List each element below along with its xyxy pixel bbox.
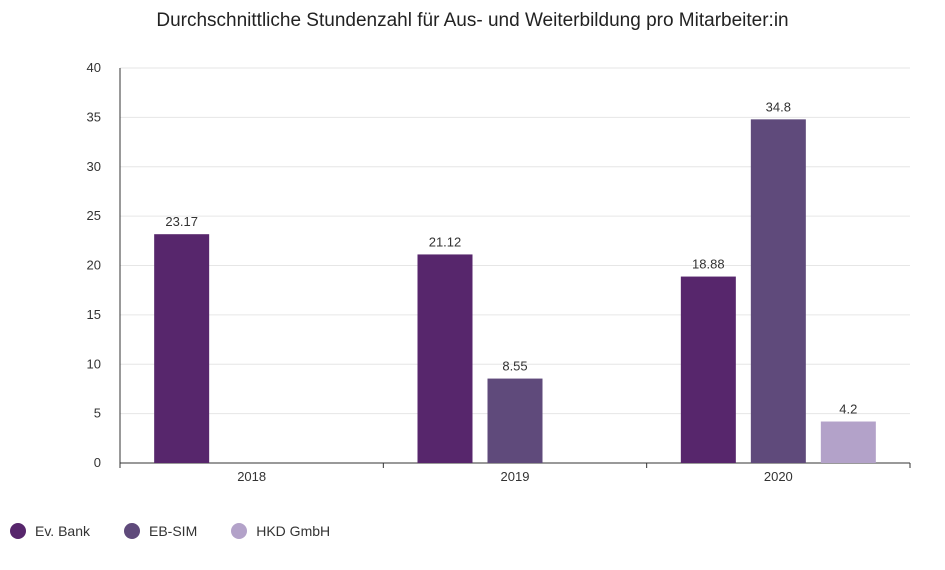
legend-item[interactable]: HKD GmbH [231,523,330,539]
y-tick-label: 10 [87,356,101,371]
x-tick-label: 2019 [501,469,530,484]
bar-ev-bank-2018 [154,234,210,463]
legend-swatch-icon [231,523,248,539]
chart-title: Durchschnittliche Stundenzahl für Aus- u… [156,10,789,31]
y-tick-label: 30 [87,159,101,174]
bar-ev-bank-2020 [680,276,736,463]
legend-swatch-icon [10,523,26,539]
legend-item[interactable]: EB-SIM [124,523,197,539]
data-label: 23.17 [165,214,198,229]
data-label: 8.55 [502,359,527,374]
y-tick-label: 35 [87,109,101,124]
data-label: 34.8 [766,99,791,114]
data-label: 4.2 [839,402,857,417]
data-label: 18.88 [692,257,725,272]
legend-swatch-icon [124,523,140,539]
legend-item[interactable]: Ev. Bank [10,523,90,539]
y-tick-label: 40 [87,60,101,75]
data-label: 21.12 [429,234,462,249]
legend-label: Ev. Bank [35,523,90,539]
y-tick-label: 20 [87,258,101,273]
chart-legend: Ev. Bank EB-SIM HKD GmbH [10,523,364,539]
bar-ev-bank-2019 [417,254,473,463]
y-tick-label: 15 [87,307,101,322]
y-tick-label: 0 [94,455,101,470]
bar-eb-sim-2019 [487,378,543,463]
bar-eb-sim-2020 [750,119,806,463]
x-tick-label: 2018 [237,469,266,484]
legend-label: EB-SIM [149,523,198,539]
x-tick-label: 2020 [764,469,793,484]
legend-label: HKD GmbH [256,523,331,539]
bar-hkd-gmbh-2020 [820,421,876,463]
y-tick-label: 25 [87,208,101,223]
y-tick-label: 5 [94,406,101,421]
